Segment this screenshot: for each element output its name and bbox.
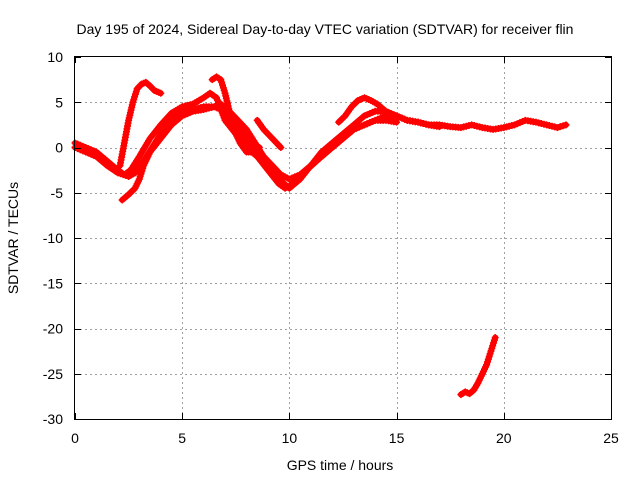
y-tick-label: -25 <box>43 366 63 382</box>
x-tick-label: 10 <box>282 430 298 446</box>
data-point <box>491 334 499 342</box>
x-tick-label: 5 <box>178 430 186 446</box>
y-tick-label: -5 <box>51 185 64 201</box>
data-point <box>386 112 394 120</box>
x-tick-label: 15 <box>389 430 405 446</box>
tick-labels: 0 5 10 15 20 25 10 5 0 -5 -10 -15 -20 -25 -30 <box>43 49 619 446</box>
data-point <box>136 82 144 90</box>
data-point <box>128 187 136 195</box>
data-point <box>338 115 346 123</box>
axis-ticks <box>75 57 612 420</box>
data-point <box>335 118 343 126</box>
y-tick-label: -20 <box>43 321 63 337</box>
data-point <box>393 118 401 126</box>
y-tick-label: -10 <box>43 230 63 246</box>
data-point <box>351 100 359 108</box>
data-point <box>385 110 393 118</box>
y-axis-label: SDTVAR / TECUs <box>5 182 21 294</box>
data-point <box>380 105 388 113</box>
data-point <box>129 186 137 194</box>
chart-title: Day 195 of 2024, Sidereal Day-to-day VTE… <box>77 21 574 37</box>
x-axis-label: GPS time / hours <box>287 457 394 473</box>
data-point <box>349 101 357 109</box>
data-point <box>277 144 285 151</box>
data-point <box>275 142 283 150</box>
data-point <box>562 121 570 129</box>
data-point <box>352 98 360 106</box>
x-tick-label: 25 <box>603 430 619 446</box>
y-tick-label: 5 <box>55 94 63 110</box>
data-point <box>340 113 348 121</box>
data-point <box>255 144 263 151</box>
data-points <box>71 73 570 399</box>
y-tick-label: -15 <box>43 275 63 291</box>
data-point <box>126 189 134 197</box>
x-tick-label: 20 <box>496 430 512 446</box>
data-point <box>435 123 443 131</box>
data-point <box>157 89 165 97</box>
data-point <box>348 103 356 111</box>
data-point <box>125 191 133 199</box>
data-point <box>381 107 389 115</box>
plot-frame <box>74 56 612 420</box>
x-tick-label: 0 <box>71 430 79 446</box>
data-point <box>336 117 344 125</box>
data-point <box>149 85 157 93</box>
grid-lines <box>75 57 611 419</box>
y-tick-label: 10 <box>47 49 63 65</box>
data-point <box>383 109 391 117</box>
y-tick-label: 0 <box>55 140 63 156</box>
y-tick-label: -30 <box>43 411 63 427</box>
